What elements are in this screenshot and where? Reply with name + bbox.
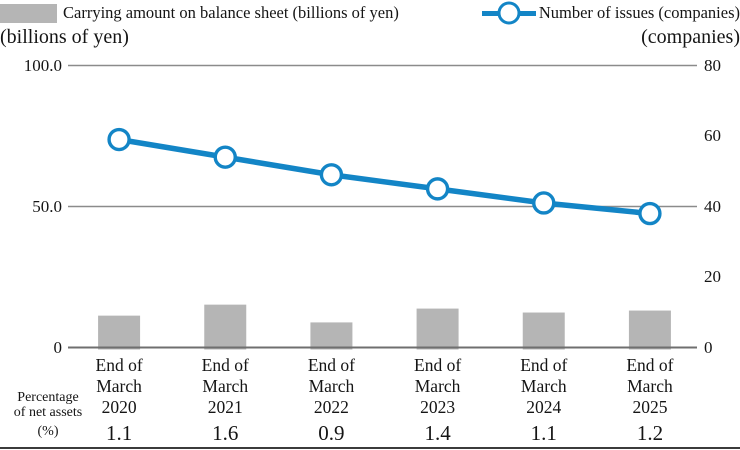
issues-marker — [425, 177, 450, 201]
x-axis-labels: End of March 2020 End of March 2021 End of Marc… — [66, 355, 703, 418]
right-tick-label: 40 — [704, 196, 721, 216]
percent-value: 1.6 — [212, 421, 239, 445]
x-category-label: End of March 2024 — [520, 355, 568, 417]
x-category-label: End of March 2025 — [626, 355, 674, 417]
issues-marker — [638, 201, 662, 226]
issues-marker — [319, 163, 344, 187]
right-tick-label: 20 — [704, 267, 721, 286]
left-tick-label: 100.0 — [23, 55, 62, 75]
chart-legend: Carrying amount on balance sheet (billio… — [0, 1, 740, 25]
bar-legend-swatch — [0, 3, 57, 23]
bottom-border — [0, 447, 740, 449]
issues-marker — [107, 127, 131, 152]
x-category-label: End of March 2021 — [201, 355, 249, 417]
left-tick-label: 50.0 — [32, 196, 62, 216]
bar — [522, 312, 565, 350]
percent-of-net-assets-row: 1.1 1.6 0.9 1.4 1.1 1.2 — [66, 421, 703, 445]
issues-marker — [213, 145, 237, 169]
percent-row-label: Percentage of net assets (%) — [0, 390, 96, 439]
right-axis-caption: (companies) — [641, 26, 740, 48]
x-category-label: End of March 2022 — [307, 355, 355, 417]
bar — [204, 304, 247, 350]
right-tick-label: 0 — [704, 337, 713, 357]
percent-value: 1.1 — [105, 421, 133, 445]
percent-row-label-line3: (%) — [37, 424, 59, 439]
right-tick-label: 80 — [704, 55, 721, 75]
x-category-label: End of March 2020 — [95, 355, 143, 417]
x-category-label: End of March 2023 — [414, 355, 462, 417]
percent-value: 0.9 — [318, 421, 345, 445]
bar — [628, 310, 671, 350]
bar — [98, 315, 141, 350]
bar — [416, 308, 459, 350]
percent-row-label-line1: Percentage — [17, 390, 79, 405]
bar-legend-label: Carrying amount on balance sheet (billio… — [63, 3, 399, 22]
line-legend-label: Number of issues (companies) — [538, 3, 740, 22]
percent-row-label-line2: of net assets — [13, 405, 83, 420]
issues-line — [116, 136, 653, 217]
percent-value: 1.2 — [636, 421, 664, 445]
percent-value: 1.4 — [424, 421, 451, 445]
line-legend-marker — [481, 1, 536, 25]
issues-marker — [532, 191, 556, 215]
left-axis-caption: (billions of yen) — [0, 26, 129, 48]
right-tick-label: 60 — [704, 126, 721, 145]
line-legend-circle-icon — [497, 1, 521, 25]
bar — [310, 322, 353, 350]
left-tick-label: 0 — [53, 337, 63, 357]
percent-value: 1.1 — [530, 421, 557, 445]
